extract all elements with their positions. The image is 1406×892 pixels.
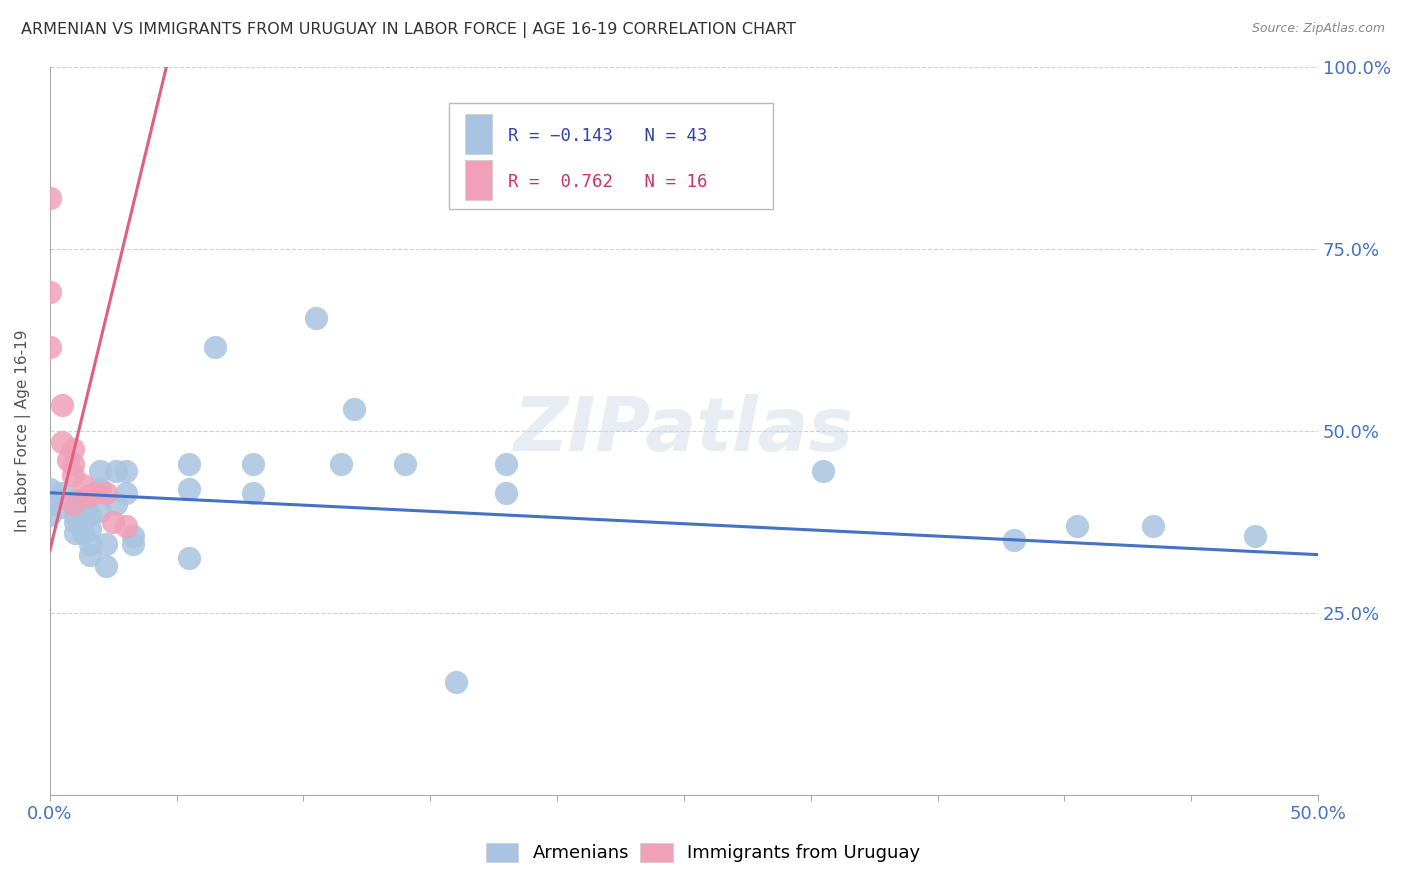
- Point: [84, 485, 107, 500]
- Bar: [464, 160, 492, 200]
- Point: [94, 537, 117, 551]
- Point: [204, 340, 226, 354]
- Point: [62, 442, 84, 456]
- Point: [38, 482, 60, 496]
- Point: [89, 504, 111, 518]
- Point: [62, 457, 84, 471]
- FancyBboxPatch shape: [450, 103, 773, 209]
- Point: [63, 508, 86, 522]
- Point: [104, 464, 127, 478]
- Point: [38, 508, 60, 522]
- Point: [1243, 529, 1265, 543]
- Point: [1002, 533, 1025, 547]
- Point: [62, 467, 84, 482]
- Point: [38, 340, 60, 354]
- Text: R = −0.143   N = 43: R = −0.143 N = 43: [508, 127, 707, 145]
- Point: [305, 310, 328, 325]
- Point: [79, 522, 101, 536]
- Point: [51, 434, 73, 449]
- Text: R =  0.762   N = 16: R = 0.762 N = 16: [508, 173, 707, 191]
- Point: [76, 489, 98, 503]
- Point: [51, 485, 73, 500]
- Point: [72, 515, 94, 529]
- Point: [38, 191, 60, 205]
- Point: [89, 482, 111, 496]
- Point: [115, 464, 138, 478]
- Point: [63, 493, 86, 508]
- Point: [444, 675, 467, 690]
- Point: [63, 525, 86, 540]
- Point: [179, 482, 201, 496]
- Point: [56, 453, 79, 467]
- Text: ZIPatlas: ZIPatlas: [515, 394, 853, 467]
- Point: [104, 497, 127, 511]
- Point: [51, 500, 73, 515]
- Point: [495, 457, 517, 471]
- Point: [72, 500, 94, 515]
- Point: [179, 551, 201, 566]
- Text: ARMENIAN VS IMMIGRANTS FROM URUGUAY IN LABOR FORCE | AGE 16-19 CORRELATION CHART: ARMENIAN VS IMMIGRANTS FROM URUGUAY IN L…: [21, 22, 796, 38]
- Point: [38, 285, 60, 300]
- Point: [115, 485, 138, 500]
- Point: [1142, 518, 1164, 533]
- Point: [94, 485, 117, 500]
- Point: [394, 457, 416, 471]
- Point: [101, 515, 124, 529]
- Point: [63, 515, 86, 529]
- Bar: [464, 114, 492, 154]
- Point: [62, 497, 84, 511]
- Point: [72, 525, 94, 540]
- Point: [72, 478, 94, 492]
- Point: [813, 464, 835, 478]
- Point: [115, 518, 138, 533]
- Point: [495, 485, 517, 500]
- Point: [51, 398, 73, 412]
- Point: [38, 497, 60, 511]
- Legend: Armenians, Immigrants from Uruguay: Armenians, Immigrants from Uruguay: [478, 836, 928, 870]
- Point: [122, 529, 145, 543]
- Y-axis label: In Labor Force | Age 16-19: In Labor Force | Age 16-19: [15, 329, 31, 533]
- Point: [79, 537, 101, 551]
- Point: [94, 558, 117, 573]
- Point: [79, 508, 101, 522]
- Point: [242, 485, 264, 500]
- Point: [79, 548, 101, 562]
- Point: [1066, 518, 1088, 533]
- Point: [330, 457, 353, 471]
- Point: [343, 401, 366, 416]
- Point: [122, 537, 145, 551]
- Point: [242, 457, 264, 471]
- Point: [179, 457, 201, 471]
- Text: Source: ZipAtlas.com: Source: ZipAtlas.com: [1251, 22, 1385, 36]
- Point: [89, 464, 111, 478]
